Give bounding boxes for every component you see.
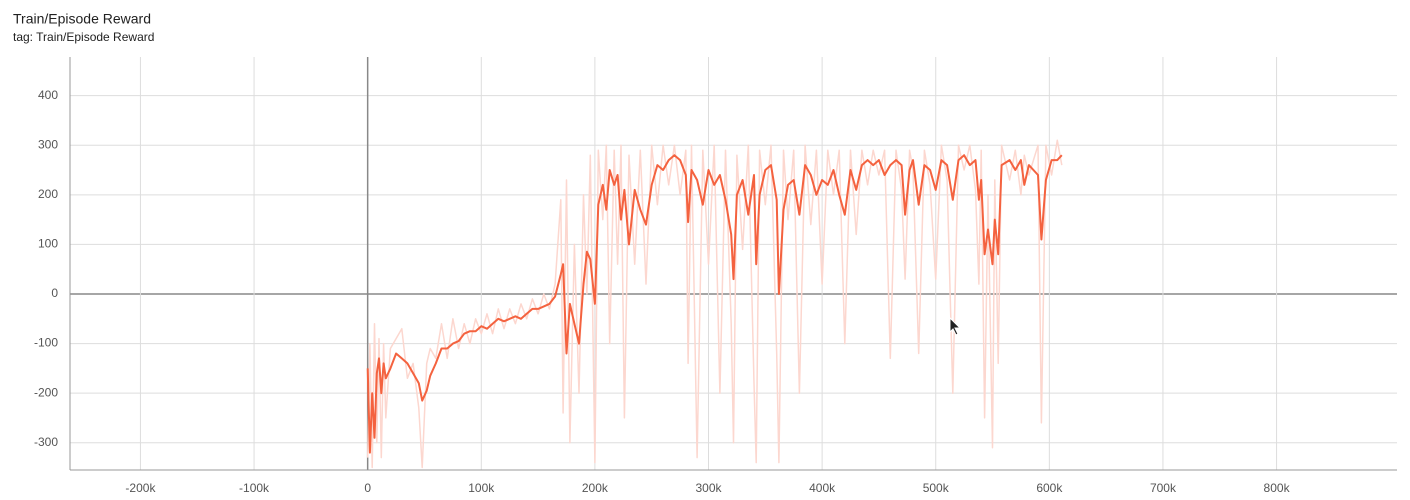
chart-title: Train/Episode Reward	[13, 11, 151, 27]
y-tick-label: -300	[34, 435, 58, 449]
x-tick-label: -200k	[125, 481, 156, 495]
series-line	[366, 139, 1063, 469]
y-tick-label: 200	[38, 187, 58, 201]
y-tick-label: -100	[34, 336, 58, 350]
y-tick-label: 300	[38, 137, 58, 151]
plot	[366, 139, 1063, 469]
x-tick-label: 800k	[1264, 481, 1291, 495]
x-tick-label: 200k	[582, 481, 609, 495]
x-tick-label: 400k	[809, 481, 836, 495]
x-tick-label: 0	[364, 481, 371, 495]
series-line	[366, 154, 1063, 454]
y-tick-label: 0	[51, 286, 58, 300]
y-tick-label: 400	[38, 88, 58, 102]
chart-subtitle: tag: Train/Episode Reward	[13, 30, 154, 44]
x-tick-label: -100k	[239, 481, 270, 495]
x-tick-label: 600k	[1036, 481, 1063, 495]
grid: -300 -200 -100 0 100 200 300 400 -200k -100k 0 100k…	[34, 57, 1397, 495]
mouse-cursor	[949, 316, 962, 336]
y-tick-label: -200	[34, 385, 58, 399]
x-tick-label: 700k	[1150, 481, 1177, 495]
x-tick-label: 300k	[695, 481, 722, 495]
x-tick-label: 500k	[923, 481, 950, 495]
x-tick-label: 100k	[468, 481, 495, 495]
y-tick-label: 100	[38, 237, 58, 251]
